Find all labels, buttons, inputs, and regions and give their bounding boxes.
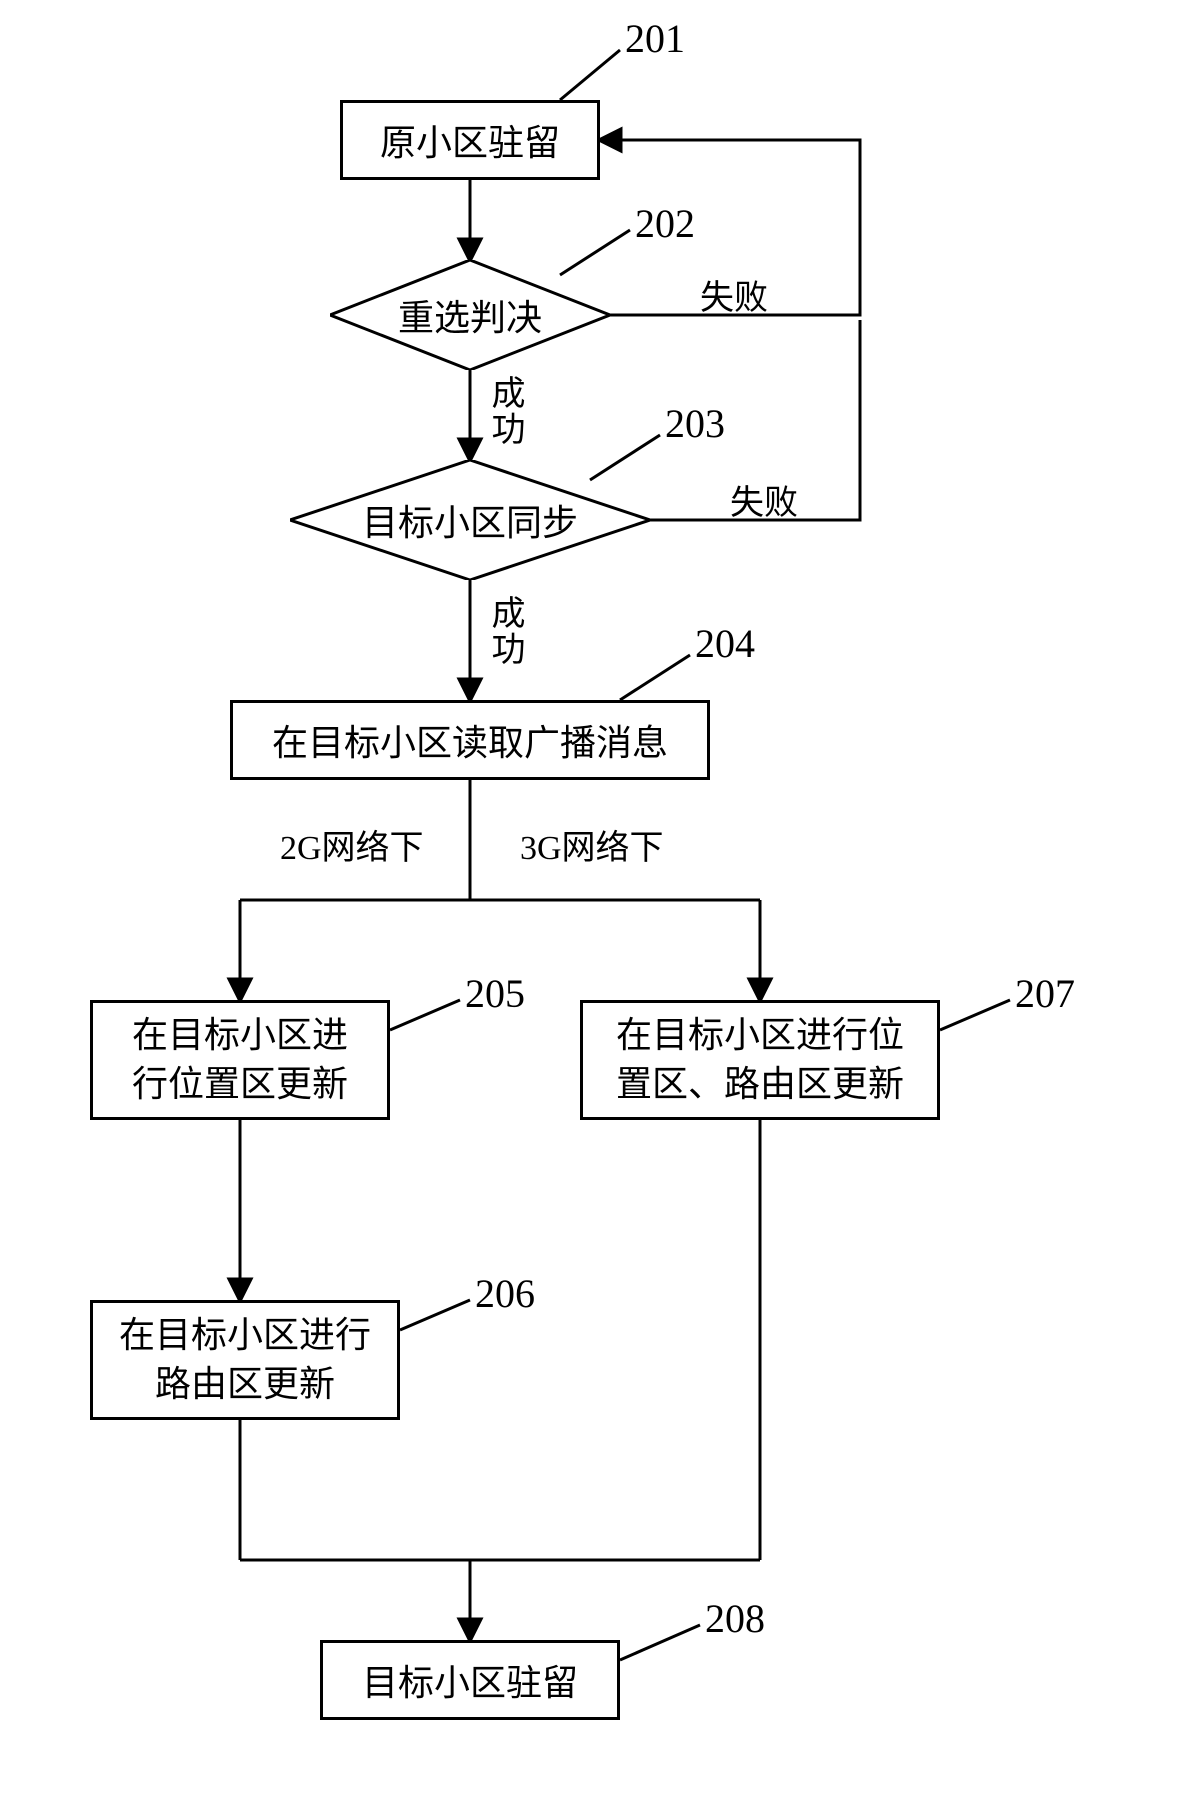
label-202-fail: 失败 [700,270,768,319]
callout-202: 202 [635,200,695,247]
node-207-label: 在目标小区进行位 置区、路由区更新 [616,1011,904,1108]
callout-201: 201 [625,15,685,62]
node-204: 在目标小区读取广播消息 [230,700,710,780]
node-206: 在目标小区进行 路由区更新 [90,1300,400,1420]
node-205: 在目标小区进 行位置区更新 [90,1000,390,1120]
callout-204: 204 [695,620,755,667]
node-208: 目标小区驻留 [320,1640,620,1720]
node-202-label: 重选判决 [398,289,542,341]
label-202-success: 成功 [480,375,529,447]
node-201: 原小区驻留 [340,100,600,180]
callout-203: 203 [665,400,725,447]
node-204-label: 在目标小区读取广播消息 [272,714,668,766]
label-203-success: 成功 [480,595,529,667]
node-201-label: 原小区驻留 [380,114,560,166]
node-207: 在目标小区进行位 置区、路由区更新 [580,1000,940,1120]
node-208-label: 目标小区驻留 [362,1654,578,1706]
label-203-fail: 失败 [730,475,798,524]
label-3g: 3G网络下 [520,820,664,869]
callout-206: 206 [475,1270,535,1317]
callout-207: 207 [1015,970,1075,1017]
callout-205: 205 [465,970,525,1017]
callout-208: 208 [705,1595,765,1642]
node-202: 重选判决 [330,260,610,370]
node-206-label: 在目标小区进行 路由区更新 [119,1311,371,1408]
label-2g: 2G网络下 [280,820,424,869]
node-203: 目标小区同步 [290,460,650,580]
node-205-label: 在目标小区进 行位置区更新 [132,1011,348,1108]
node-203-label: 目标小区同步 [362,494,578,546]
